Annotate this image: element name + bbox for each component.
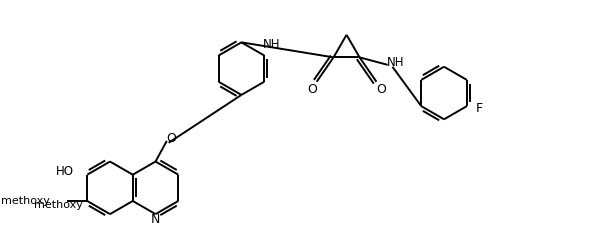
Text: methoxy: methoxy <box>1 196 50 206</box>
Text: O: O <box>376 83 386 96</box>
Text: methoxy: methoxy <box>34 200 83 210</box>
Text: F: F <box>476 101 484 115</box>
Text: O: O <box>307 83 317 96</box>
Text: NH: NH <box>262 38 280 51</box>
Text: O: O <box>167 132 176 145</box>
Text: HO: HO <box>56 165 74 178</box>
Text: NH: NH <box>386 56 404 68</box>
Text: N: N <box>151 213 160 226</box>
